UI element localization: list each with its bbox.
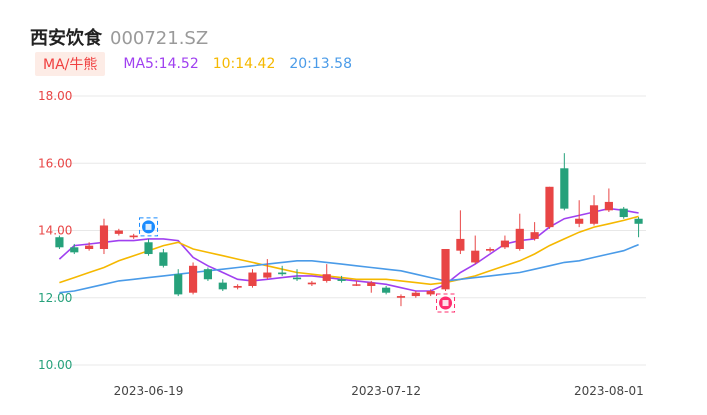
candle-up	[322, 274, 331, 281]
ma20-line	[59, 243, 639, 294]
candle-up	[263, 272, 272, 278]
candle-down	[144, 242, 153, 255]
candle-up	[367, 282, 376, 286]
stock-name: 西安饮食	[30, 28, 102, 49]
buy-signal-frame	[139, 217, 159, 237]
y-tick-label: 12.00	[38, 291, 72, 305]
ma-indicator-tag[interactable]: MA/牛熊	[35, 52, 106, 76]
candle-up	[233, 285, 242, 288]
candle-down	[70, 247, 79, 253]
candle-up	[500, 240, 510, 248]
candle-up	[441, 248, 450, 290]
candle-up	[99, 225, 109, 249]
candle-down	[619, 208, 628, 218]
y-tick-label: 16.00	[38, 156, 72, 170]
ma5-legend: MA5:14.52	[123, 56, 199, 72]
candle-up	[85, 245, 94, 249]
candle-down	[337, 279, 346, 281]
candle-up	[604, 201, 613, 211]
candle-down	[218, 282, 227, 290]
candle-up	[396, 296, 406, 298]
candle-up	[248, 272, 257, 286]
candle-up	[426, 291, 435, 295]
candle-up	[515, 228, 524, 249]
candle-up	[530, 232, 539, 239]
x-tick-label: 2023-08-01	[574, 384, 644, 398]
candle-up	[411, 292, 420, 297]
stock-code: 000721.SZ	[110, 28, 209, 49]
candle-up	[188, 265, 198, 293]
candle-up	[471, 250, 480, 263]
signal-glyph	[145, 223, 152, 230]
sell-signal-frame	[436, 293, 456, 313]
ma5-line	[58, 207, 639, 292]
candle-down	[203, 269, 213, 280]
x-tick-label: 2023-07-12	[351, 384, 421, 398]
x-tick-label: 2023-06-19	[114, 384, 184, 398]
ma10-line	[59, 215, 639, 286]
candle-up	[114, 230, 123, 234]
candle-down	[292, 277, 302, 280]
candle-down	[174, 274, 183, 295]
y-tick-label: 18.00	[38, 89, 72, 103]
candle-down	[278, 272, 287, 275]
candle-down	[55, 237, 64, 248]
ma10-legend: 10:14.42	[212, 56, 276, 72]
signal-glyph	[442, 300, 449, 307]
candle-down	[382, 287, 391, 293]
candle-up	[545, 186, 554, 228]
ma20-legend: 20:13.58	[289, 56, 352, 72]
stock-header: 西安饮食 000721.SZ	[30, 24, 208, 50]
candle-up	[352, 284, 361, 286]
candle-up	[307, 282, 316, 285]
candle-down	[159, 252, 168, 266]
candle-down	[634, 218, 643, 224]
candle-up	[589, 205, 599, 224]
candle-up	[129, 235, 138, 238]
indicator-legend: MA/牛熊 MA5:14.52 10:14.42 20:13.58	[35, 52, 366, 76]
candle-up	[456, 238, 465, 251]
candle-down	[560, 168, 569, 209]
y-tick-label: 14.00	[38, 224, 72, 238]
candle-up	[485, 248, 495, 251]
candle-up	[575, 218, 584, 224]
y-tick-label: 10.00	[38, 358, 72, 372]
